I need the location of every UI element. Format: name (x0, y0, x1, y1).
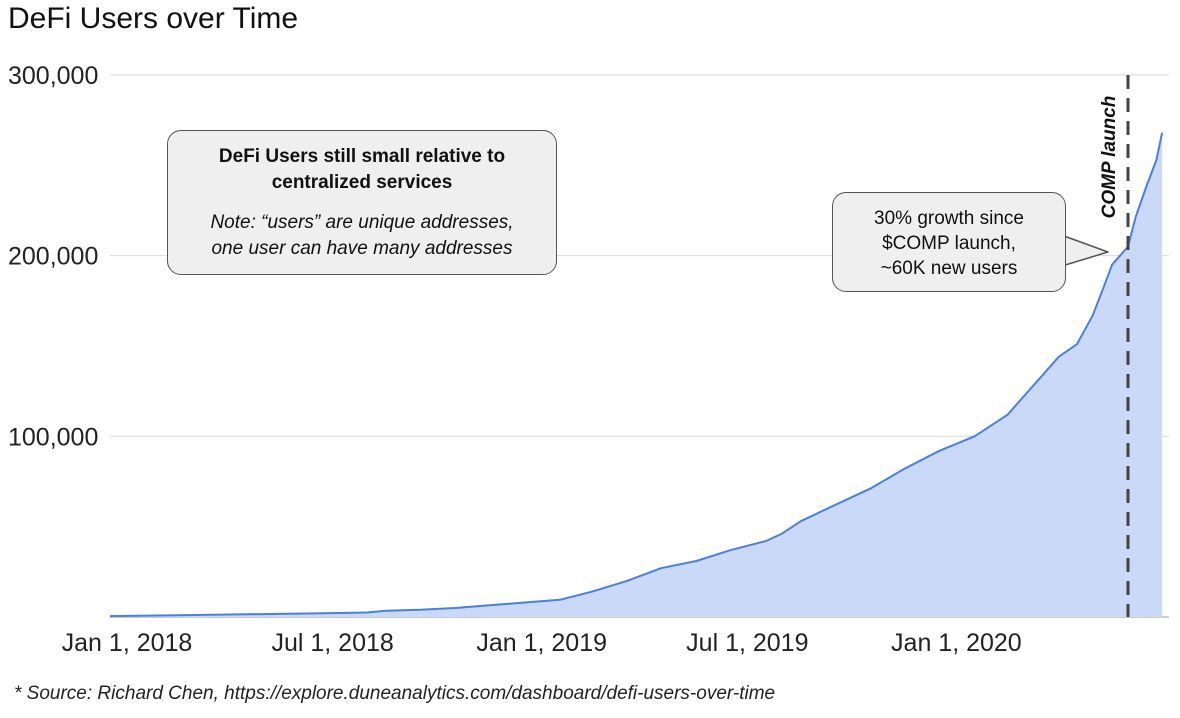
x-tick-label-1: Jul 1, 2018 (271, 629, 393, 657)
callout-growth-line1: 30% growth since (874, 208, 1024, 229)
callout-pointer-arrow (1061, 235, 1109, 267)
comp-launch-label: COMP launch (1099, 95, 1120, 219)
source-footnote: * Source: Richard Chen, https://explore.… (14, 683, 776, 704)
y-tick-labels: 100,000 200,000 300,000 (8, 62, 98, 451)
x-tick-label-2: Jan 1, 2019 (476, 629, 607, 657)
callout-growth-line3: ~60K new users (880, 258, 1018, 279)
callout-headline-line1: DeFi Users still small relative to (218, 146, 506, 167)
area-series (109, 132, 1164, 618)
callout-pointer (1061, 235, 1109, 267)
chart-title: DeFi Users over Time (8, 2, 299, 35)
area-fill (110, 132, 1163, 618)
x-tick-label-4: Jan 1, 2020 (891, 629, 1022, 657)
callout-comp-growth: 30% growth since $COMP launch, ~60K new … (832, 192, 1066, 292)
x-tick-labels: Jan 1, 2018 Jul 1, 2018 Jan 1, 2019 Jul 1, … (62, 629, 1022, 657)
callout-note-line1: Note: “users” are unique addresses, (210, 212, 514, 233)
callout-note-line2: one user can have many addresses (211, 238, 513, 259)
x-tick-label-3: Jul 1, 2019 (686, 629, 808, 657)
callout-users-small: DeFi Users still small relative to centr… (167, 130, 557, 275)
y-tick-label-2: 300,000 (8, 62, 98, 90)
callout-headline-line2: centralized services (271, 172, 453, 193)
series-line (109, 132, 1164, 618)
y-tick-label-1: 200,000 (8, 243, 98, 271)
callout-growth-line2: $COMP launch, (882, 233, 1016, 254)
y-tick-label-0: 100,000 (8, 423, 98, 451)
x-tick-label-0: Jan 1, 2018 (62, 629, 193, 657)
